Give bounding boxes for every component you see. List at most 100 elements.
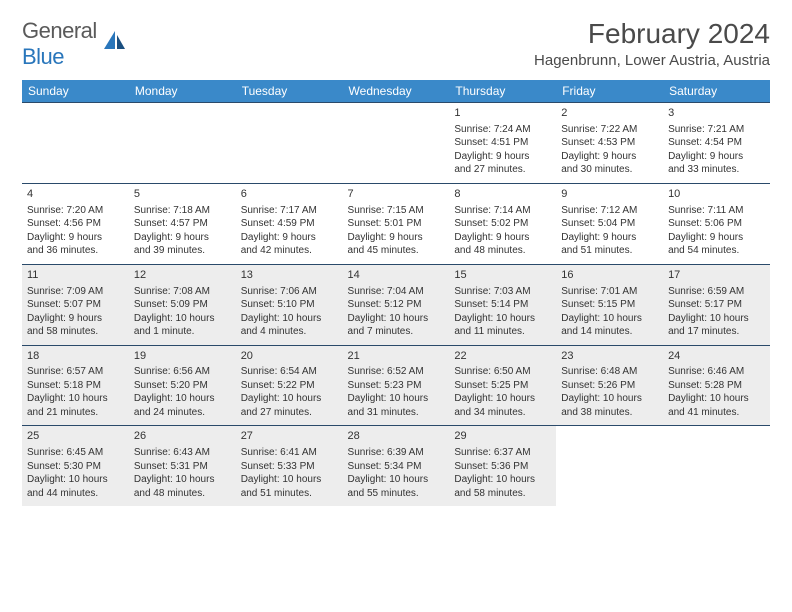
- day-number: 1: [454, 106, 551, 121]
- cell-line: Sunset: 5:25 PM: [454, 379, 551, 393]
- cell-line: Sunrise: 6:37 AM: [454, 446, 551, 460]
- day-header: Wednesday: [343, 80, 450, 103]
- cell-line: Daylight: 10 hours: [454, 312, 551, 326]
- cell-line: Daylight: 10 hours: [27, 473, 124, 487]
- cell-line: Sunrise: 7:08 AM: [134, 285, 231, 299]
- calendar-cell: [556, 426, 663, 506]
- day-number: 8: [454, 187, 551, 202]
- day-number: 16: [561, 268, 658, 283]
- day-header: Monday: [129, 80, 236, 103]
- calendar-cell: 5Sunrise: 7:18 AMSunset: 4:57 PMDaylight…: [129, 183, 236, 264]
- cell-line: and 17 minutes.: [668, 325, 765, 339]
- calendar-cell: 27Sunrise: 6:41 AMSunset: 5:33 PMDayligh…: [236, 426, 343, 506]
- cell-line: Sunrise: 6:45 AM: [27, 446, 124, 460]
- cell-line: Sunrise: 6:54 AM: [241, 365, 338, 379]
- calendar-cell: 25Sunrise: 6:45 AMSunset: 5:30 PMDayligh…: [22, 426, 129, 506]
- brand-name-a: General: [22, 18, 97, 43]
- cell-line: Daylight: 9 hours: [561, 231, 658, 245]
- cell-line: Sunset: 4:51 PM: [454, 136, 551, 150]
- cell-line: Sunset: 5:30 PM: [27, 460, 124, 474]
- cell-line: Daylight: 10 hours: [241, 312, 338, 326]
- calendar-cell: 22Sunrise: 6:50 AMSunset: 5:25 PMDayligh…: [449, 345, 556, 426]
- cell-line: Sunset: 5:36 PM: [454, 460, 551, 474]
- calendar-cell: [236, 103, 343, 184]
- cell-line: Daylight: 9 hours: [668, 231, 765, 245]
- cell-line: Sunrise: 7:17 AM: [241, 204, 338, 218]
- calendar-cell: 10Sunrise: 7:11 AMSunset: 5:06 PMDayligh…: [663, 183, 770, 264]
- cell-line: Daylight: 10 hours: [134, 392, 231, 406]
- cell-line: and 48 minutes.: [134, 487, 231, 501]
- cell-line: and 44 minutes.: [27, 487, 124, 501]
- cell-line: and 51 minutes.: [241, 487, 338, 501]
- cell-line: Daylight: 9 hours: [668, 150, 765, 164]
- day-number: 19: [134, 349, 231, 364]
- cell-line: and 31 minutes.: [348, 406, 445, 420]
- calendar-cell: 16Sunrise: 7:01 AMSunset: 5:15 PMDayligh…: [556, 264, 663, 345]
- cell-line: and 55 minutes.: [348, 487, 445, 501]
- day-number: 26: [134, 429, 231, 444]
- day-number: 4: [27, 187, 124, 202]
- day-number: 2: [561, 106, 658, 121]
- cell-line: and 45 minutes.: [348, 244, 445, 258]
- calendar-cell: 8Sunrise: 7:14 AMSunset: 5:02 PMDaylight…: [449, 183, 556, 264]
- cell-line: Sunrise: 7:09 AM: [27, 285, 124, 299]
- calendar-cell: 1Sunrise: 7:24 AMSunset: 4:51 PMDaylight…: [449, 103, 556, 184]
- cell-line: Daylight: 10 hours: [348, 392, 445, 406]
- cell-line: Sunset: 4:53 PM: [561, 136, 658, 150]
- day-number: 7: [348, 187, 445, 202]
- calendar-head: SundayMondayTuesdayWednesdayThursdayFrid…: [22, 80, 770, 103]
- cell-line: and 27 minutes.: [454, 163, 551, 177]
- cell-line: Sunset: 5:26 PM: [561, 379, 658, 393]
- cell-line: Sunset: 5:18 PM: [27, 379, 124, 393]
- day-number: 20: [241, 349, 338, 364]
- cell-line: and 58 minutes.: [27, 325, 124, 339]
- cell-line: Daylight: 10 hours: [348, 473, 445, 487]
- calendar-cell: 14Sunrise: 7:04 AMSunset: 5:12 PMDayligh…: [343, 264, 450, 345]
- calendar-cell: 11Sunrise: 7:09 AMSunset: 5:07 PMDayligh…: [22, 264, 129, 345]
- cell-line: Sunset: 5:33 PM: [241, 460, 338, 474]
- cell-line: Sunset: 5:34 PM: [348, 460, 445, 474]
- cell-line: Daylight: 10 hours: [134, 312, 231, 326]
- cell-line: Sunrise: 7:15 AM: [348, 204, 445, 218]
- cell-line: and 33 minutes.: [668, 163, 765, 177]
- calendar-cell: 21Sunrise: 6:52 AMSunset: 5:23 PMDayligh…: [343, 345, 450, 426]
- cell-line: Sunset: 5:14 PM: [454, 298, 551, 312]
- calendar-cell: [663, 426, 770, 506]
- cell-line: and 30 minutes.: [561, 163, 658, 177]
- calendar-cell: 19Sunrise: 6:56 AMSunset: 5:20 PMDayligh…: [129, 345, 236, 426]
- day-number: 13: [241, 268, 338, 283]
- cell-line: Sunset: 5:31 PM: [134, 460, 231, 474]
- day-number: 27: [241, 429, 338, 444]
- cell-line: and 54 minutes.: [668, 244, 765, 258]
- calendar-cell: 9Sunrise: 7:12 AMSunset: 5:04 PMDaylight…: [556, 183, 663, 264]
- cell-line: and 21 minutes.: [27, 406, 124, 420]
- calendar-week: 1Sunrise: 7:24 AMSunset: 4:51 PMDaylight…: [22, 103, 770, 184]
- day-number: 6: [241, 187, 338, 202]
- cell-line: Daylight: 9 hours: [348, 231, 445, 245]
- cell-line: and 41 minutes.: [668, 406, 765, 420]
- cell-line: and 34 minutes.: [454, 406, 551, 420]
- cell-line: Sunrise: 7:20 AM: [27, 204, 124, 218]
- day-number: 3: [668, 106, 765, 121]
- calendar-cell: 6Sunrise: 7:17 AMSunset: 4:59 PMDaylight…: [236, 183, 343, 264]
- cell-line: Daylight: 9 hours: [241, 231, 338, 245]
- cell-line: Sunrise: 7:11 AM: [668, 204, 765, 218]
- calendar-cell: [129, 103, 236, 184]
- calendar-cell: [22, 103, 129, 184]
- day-number: 18: [27, 349, 124, 364]
- day-number: 21: [348, 349, 445, 364]
- day-header: Sunday: [22, 80, 129, 103]
- calendar-week: 4Sunrise: 7:20 AMSunset: 4:56 PMDaylight…: [22, 183, 770, 264]
- cell-line: and 1 minute.: [134, 325, 231, 339]
- calendar-cell: 7Sunrise: 7:15 AMSunset: 5:01 PMDaylight…: [343, 183, 450, 264]
- cell-line: and 48 minutes.: [454, 244, 551, 258]
- cell-line: Daylight: 9 hours: [454, 231, 551, 245]
- brand-text: General Blue: [22, 18, 97, 70]
- cell-line: Sunset: 5:22 PM: [241, 379, 338, 393]
- cell-line: Sunrise: 7:21 AM: [668, 123, 765, 137]
- cell-line: Sunrise: 6:56 AM: [134, 365, 231, 379]
- cell-line: Daylight: 9 hours: [454, 150, 551, 164]
- cell-line: Sunrise: 6:57 AM: [27, 365, 124, 379]
- brand-logo: General Blue: [22, 18, 127, 70]
- cell-line: and 14 minutes.: [561, 325, 658, 339]
